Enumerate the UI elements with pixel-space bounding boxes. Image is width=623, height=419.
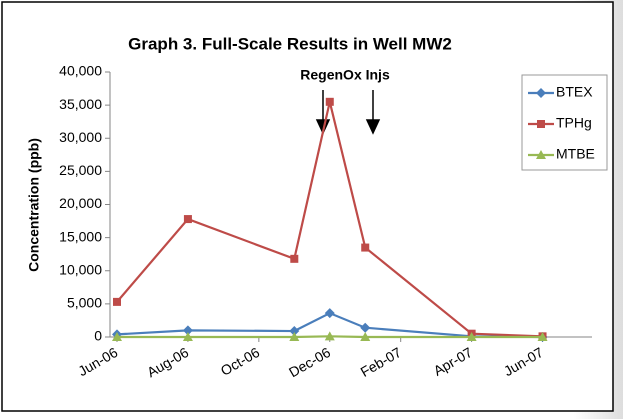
y-tick-label: 0 (94, 328, 102, 344)
marker (289, 332, 300, 341)
marker (290, 254, 299, 263)
marker (325, 97, 334, 106)
marker (113, 297, 121, 306)
marker (361, 243, 370, 252)
y-tick-label: 35,000 (59, 96, 102, 112)
legend-label: TPHg (556, 115, 592, 131)
marker (537, 332, 548, 341)
chart-title: Graph 3. Full-Scale Results in Well MW2 (128, 34, 452, 53)
marker (537, 120, 545, 128)
chart-frame (1, 1, 614, 412)
y-tick-label: 25,000 (59, 162, 102, 178)
y-tick-label: 30,000 (59, 129, 102, 145)
marker (360, 332, 371, 341)
marker (324, 308, 335, 319)
marker (183, 215, 192, 224)
marker (112, 332, 122, 341)
marker (466, 332, 477, 341)
y-tick-label: 10,000 (59, 261, 102, 277)
marker (182, 325, 193, 336)
chart: Graph 3. Full-Scale Results in Well MW2 … (1, 1, 614, 412)
marker (536, 150, 546, 159)
y-tick-label: 20,000 (59, 195, 102, 211)
marker (182, 332, 193, 341)
marker (360, 322, 371, 333)
y-axis-label: Concentration (ppb) (26, 138, 42, 272)
y-tick-label: 40,000 (59, 63, 102, 79)
legend-label: MTBE (556, 146, 595, 162)
annotation: RegenOx Injs (300, 67, 390, 83)
marker (536, 88, 546, 98)
y-tick-label: 5,000 (67, 295, 102, 311)
marker (324, 331, 335, 341)
y-tick-label: 15,000 (59, 228, 102, 244)
legend-label: BTEX (556, 84, 593, 100)
marker (289, 326, 300, 337)
